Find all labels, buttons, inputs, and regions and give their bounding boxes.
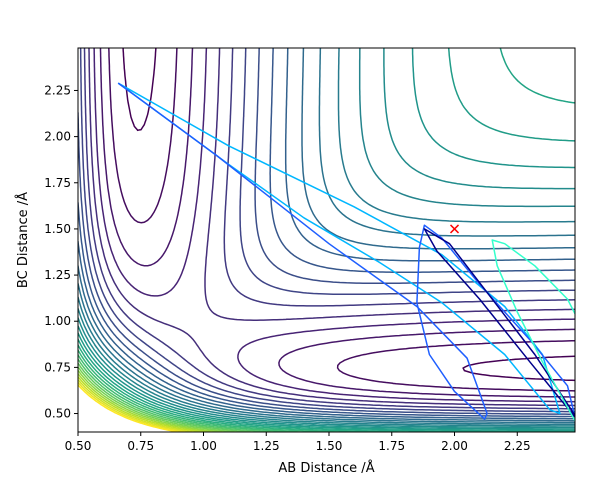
x-axis-ticks: 0.50 0.75 1.00 1.25 1.50 1.75 2.00 2.25 — [65, 432, 531, 453]
trajectory-line — [117, 82, 561, 415]
contour-line — [99, 48, 575, 398]
contour-line — [78, 48, 575, 427]
contour-line — [79, 48, 575, 413]
y-tick-label: 1.75 — [44, 176, 71, 190]
contour-line — [78, 378, 195, 432]
contour-line — [78, 369, 225, 432]
y-tick-label: 0.50 — [44, 407, 71, 421]
contour-line — [78, 48, 575, 432]
contour-lines — [78, 48, 575, 432]
contour-line — [78, 48, 575, 424]
y-tick-label: 2.00 — [44, 130, 71, 144]
contour-line — [78, 384, 179, 432]
contour-line — [78, 354, 302, 432]
contour-line — [88, 48, 575, 407]
x-tick-label: 0.75 — [127, 439, 154, 453]
contour-line — [78, 48, 575, 415]
x-tick-label: 0.50 — [65, 439, 92, 453]
trajectory-line — [117, 82, 575, 420]
y-tick-label: 2.25 — [44, 83, 71, 97]
contour-line — [78, 349, 340, 432]
x-tick-label: 1.75 — [378, 439, 405, 453]
x-tick-label: 1.50 — [316, 439, 343, 453]
contour-line — [78, 381, 187, 432]
contour-line — [108, 48, 575, 392]
y-tick-label: 1.50 — [44, 222, 71, 236]
contour-line — [78, 376, 204, 432]
y-tick-label: 1.25 — [44, 268, 71, 282]
trajectory-lines — [117, 82, 575, 422]
contour-line — [78, 48, 575, 420]
x-tick-label: 1.25 — [253, 439, 280, 453]
plot-frame — [77, 47, 576, 433]
x-tick-label: 2.25 — [504, 439, 531, 453]
contour-line — [78, 48, 575, 422]
y-tick-label: 1.00 — [44, 314, 71, 328]
y-tick-label: 0.75 — [44, 360, 71, 374]
contour-line — [93, 48, 575, 403]
x-tick-label: 2.00 — [441, 439, 468, 453]
x-axis-label: AB Distance /Å — [278, 460, 374, 476]
trajectory-line — [491, 239, 575, 422]
y-axis-label: BC Distance /Å — [15, 192, 31, 288]
annotation-layer — [449, 224, 460, 234]
contour-line — [78, 372, 214, 432]
trajectory-line — [423, 228, 575, 418]
contour-line — [78, 366, 239, 432]
contour-line — [78, 48, 575, 430]
x-tick-label: 1.00 — [190, 439, 217, 453]
y-axis-ticks: 0.50 0.75 1.00 1.25 1.50 1.75 2.00 2.25 — [44, 83, 78, 421]
start-point-marker — [449, 224, 460, 234]
contour-line — [78, 48, 575, 429]
marker-stroke — [449, 224, 460, 234]
contour-line — [83, 48, 575, 410]
